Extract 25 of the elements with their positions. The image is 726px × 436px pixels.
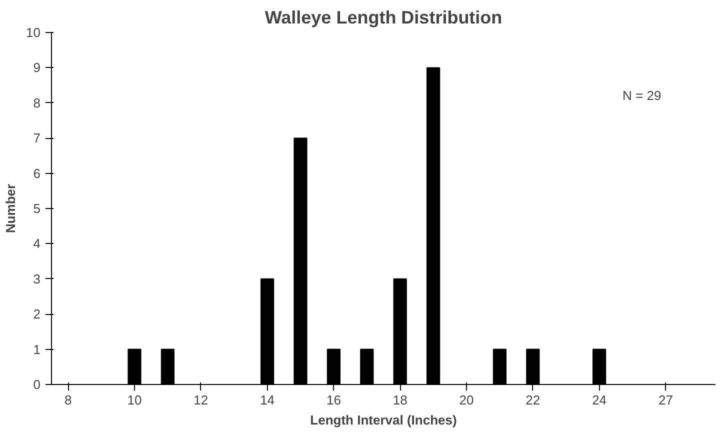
- y-tick-label: 6: [33, 166, 41, 181]
- x-axis-title: Length Interval (Inches): [310, 412, 457, 428]
- x-tick-label: 8: [64, 392, 72, 408]
- x-tick-label: 18: [392, 392, 408, 408]
- y-tick-label: 4: [33, 236, 41, 252]
- x-tick-label: 24: [592, 392, 607, 408]
- y-tick-label: 10: [26, 25, 41, 40]
- y-tick-label: 2: [33, 306, 41, 322]
- y-tick-label: 3: [33, 271, 41, 286]
- x-tick-label: 12: [194, 392, 208, 408]
- y-tick-label: 5: [33, 201, 41, 216]
- x-tick-label: 14: [260, 392, 275, 408]
- x-tick-label: 16: [326, 392, 341, 408]
- x-tick-label: 27: [658, 392, 673, 408]
- y-tick-label: 8: [33, 95, 41, 110]
- y-tick-label: 0: [33, 377, 41, 392]
- chart-title: Walleye Length Distribution: [264, 8, 502, 28]
- x-tick-label: 20: [459, 392, 474, 408]
- y-axis-title: Number: [3, 184, 18, 234]
- annotation: N = 29: [622, 88, 662, 103]
- x-tick-label: 22: [526, 392, 540, 408]
- y-tick-label: 1: [33, 342, 41, 357]
- y-tick-label: 9: [33, 60, 41, 76]
- y-tick-label: 7: [33, 130, 41, 146]
- x-tick-label: 10: [127, 392, 142, 408]
